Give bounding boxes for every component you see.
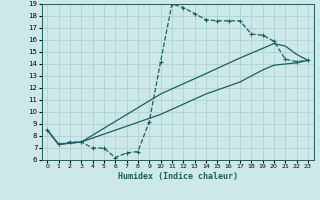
X-axis label: Humidex (Indice chaleur): Humidex (Indice chaleur) — [118, 172, 237, 181]
